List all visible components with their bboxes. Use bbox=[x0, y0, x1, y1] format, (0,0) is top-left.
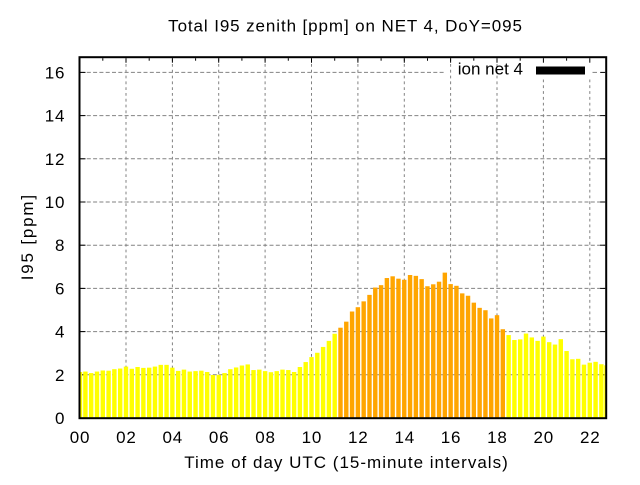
svg-text:08: 08 bbox=[255, 428, 276, 447]
svg-text:00: 00 bbox=[70, 428, 91, 447]
svg-text:10: 10 bbox=[302, 428, 323, 447]
svg-text:4: 4 bbox=[55, 323, 65, 342]
svg-text:ion net 4: ion net 4 bbox=[458, 60, 523, 79]
svg-text:16: 16 bbox=[45, 63, 66, 82]
svg-text:04: 04 bbox=[163, 428, 184, 447]
svg-text:02: 02 bbox=[116, 428, 137, 447]
svg-text:20: 20 bbox=[534, 428, 555, 447]
svg-text:12: 12 bbox=[45, 150, 66, 169]
svg-text:22: 22 bbox=[580, 428, 601, 447]
svg-text:6: 6 bbox=[55, 279, 65, 298]
svg-text:Time of day UTC (15-minute int: Time of day UTC (15-minute intervals) bbox=[184, 453, 509, 472]
svg-text:12: 12 bbox=[348, 428, 369, 447]
svg-text:8: 8 bbox=[55, 236, 65, 255]
svg-text:14: 14 bbox=[45, 107, 66, 126]
svg-text:I95 [ppm]: I95 [ppm] bbox=[18, 193, 37, 280]
svg-text:Total I95 zenith [ppm] on NET: Total I95 zenith [ppm] on NET 4, DoY=095 bbox=[168, 17, 523, 36]
svg-text:10: 10 bbox=[45, 193, 66, 212]
svg-text:18: 18 bbox=[487, 428, 508, 447]
svg-text:16: 16 bbox=[441, 428, 462, 447]
svg-text:2: 2 bbox=[55, 366, 65, 385]
svg-text:06: 06 bbox=[209, 428, 230, 447]
svg-text:14: 14 bbox=[394, 428, 415, 447]
svg-text:0: 0 bbox=[55, 409, 65, 428]
